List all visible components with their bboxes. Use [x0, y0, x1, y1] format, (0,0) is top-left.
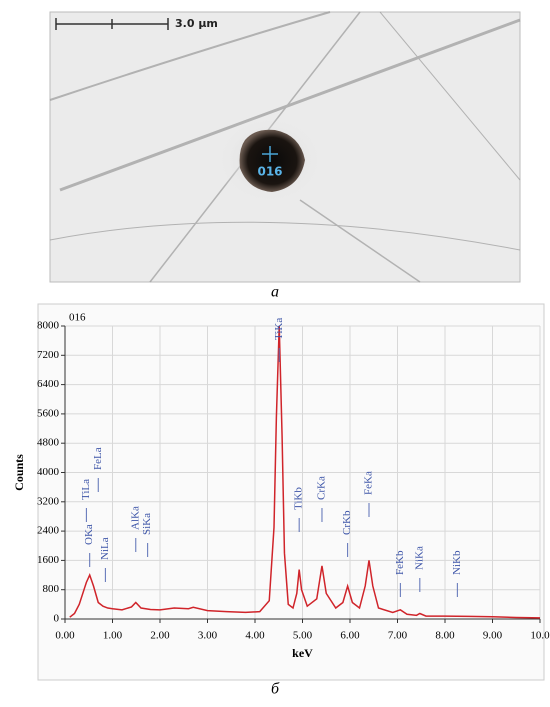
peak-label: FeKb — [394, 550, 406, 575]
peak-label: SiKa — [141, 513, 153, 535]
x-tick-label: 0.00 — [55, 630, 75, 642]
x-tick-label: 5.00 — [293, 630, 313, 642]
y-tick-label: 2400 — [37, 525, 60, 537]
peak-label: TiKa — [273, 318, 285, 340]
y-tick-label: 5600 — [37, 407, 60, 419]
y-tick-label: 1600 — [37, 554, 60, 566]
x-tick-label: 2.00 — [150, 630, 170, 642]
caption: a — [271, 284, 279, 301]
x-axis-label: keV — [292, 646, 313, 660]
peak-label: FeLa — [92, 447, 104, 470]
y-tick-label: 6400 — [37, 378, 60, 390]
x-tick-label: 6.00 — [340, 630, 360, 642]
chart-frame — [37, 303, 545, 681]
scale-bar-label: 3.0 µm — [175, 17, 218, 30]
y-tick-label: 0 — [54, 613, 60, 625]
y-tick-label: 8000 — [37, 320, 60, 332]
panel-label: 016 — [69, 312, 86, 324]
y-tick-label: 3200 — [37, 495, 60, 507]
peak-label: CrKb — [341, 510, 353, 535]
peak-label: FeKa — [363, 471, 375, 495]
x-tick-label: 1.00 — [103, 630, 123, 642]
point-label: 016 — [257, 165, 282, 179]
peak-label: NiLa — [99, 537, 111, 560]
x-tick-label: 3.00 — [198, 630, 218, 642]
spectrum-line — [69, 325, 541, 619]
peak-label: CrKa — [316, 476, 328, 500]
peak-label: OKa — [83, 524, 95, 545]
y-axis-label: Counts — [12, 454, 26, 491]
crosshair — [262, 146, 278, 162]
peak-label: NiKa — [413, 546, 425, 570]
scale-bar — [55, 18, 169, 30]
micrograph: 016 3.0 µm — [49, 11, 521, 283]
x-tick-label: 7.00 — [388, 630, 408, 642]
peak-label: TiLa — [80, 479, 92, 500]
y-tick-label: 4800 — [37, 437, 60, 449]
peak-label: TiKb — [293, 487, 305, 510]
x-tick-label: 9.00 — [483, 630, 503, 642]
y-tick-label: 7200 — [37, 349, 60, 361]
x-tick-label: 8.00 — [435, 630, 455, 642]
x-tick-label: 10.0 — [530, 630, 550, 642]
y-tick-label: 4000 — [37, 466, 60, 478]
x-tick-label: 4.00 — [245, 630, 265, 642]
particle — [239, 129, 305, 192]
y-tick-label: 800 — [43, 583, 60, 595]
micrograph-texture — [49, 11, 521, 283]
caption: б — [271, 681, 280, 698]
peak-label: AlKa — [129, 506, 141, 530]
peak-label: NiKb — [451, 550, 463, 575]
chart: 0 800 1600 2400 3200 4000 4800 5600 6400 7200 8000… — [12, 312, 550, 660]
